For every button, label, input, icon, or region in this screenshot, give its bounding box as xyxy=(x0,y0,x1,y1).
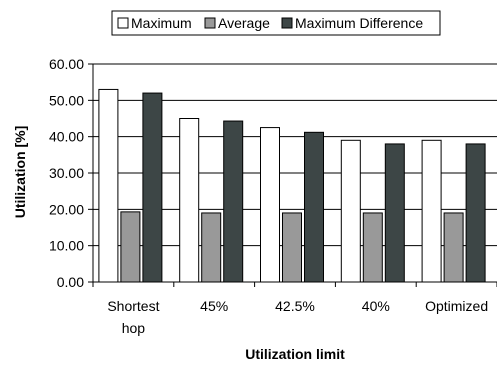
x-axis-title: Utilization limit xyxy=(245,346,345,362)
bar-maximum xyxy=(179,118,200,283)
x-tick-label: 40% xyxy=(362,298,390,314)
axes xyxy=(88,63,497,287)
bars xyxy=(98,88,486,283)
legend-label-average: Average xyxy=(218,15,270,31)
x-tick-label: 42.5% xyxy=(275,298,315,314)
bar-maximum-difference xyxy=(223,120,244,283)
legend: Maximum Average Maximum Difference xyxy=(111,10,441,36)
y-tick-label: 30.00 xyxy=(49,165,84,181)
y-axis-title: Utilization [%] xyxy=(12,126,28,219)
legend-frame xyxy=(111,10,441,36)
bar-average xyxy=(443,212,464,283)
bar-average xyxy=(282,212,302,283)
y-tick-labels: 0.00 10.00 20.00 30.00 40.00 50.00 60.00 xyxy=(49,56,84,290)
bar-average xyxy=(201,212,222,283)
y-tick-label: 40.00 xyxy=(49,129,84,145)
bar-average xyxy=(120,211,141,283)
bar-maximum xyxy=(421,139,442,283)
legend-swatch-maximum-difference xyxy=(281,17,293,29)
x-tick-label: 45% xyxy=(200,298,228,314)
bar-maximum-difference xyxy=(384,143,405,283)
bar-average xyxy=(362,212,383,283)
x-tick-label: Shortest hop xyxy=(107,298,159,336)
bar-maximum-difference xyxy=(304,131,324,283)
y-tick-label: 20.00 xyxy=(49,201,84,217)
legend-swatch-average xyxy=(204,17,216,29)
legend-label-maximum-difference: Maximum Difference xyxy=(295,15,423,31)
x-tick-labels: Shortest hop 45% 42.5% 40% Optimized xyxy=(107,298,488,336)
bar-maximum xyxy=(260,127,280,283)
y-tick-label: 50.00 xyxy=(49,92,84,108)
legend-swatch-maximum xyxy=(117,17,129,29)
y-tick-label: 60.00 xyxy=(49,56,84,72)
y-tick-label: 10.00 xyxy=(49,238,84,254)
legend-label-maximum: Maximum xyxy=(131,15,192,31)
x-tick-label: Optimized xyxy=(425,298,488,314)
y-tick-label: 0.00 xyxy=(57,274,84,290)
bar-maximum xyxy=(98,88,119,283)
bar-maximum xyxy=(340,139,361,283)
bar-maximum-difference xyxy=(465,143,486,283)
bar-maximum-difference xyxy=(142,92,163,283)
